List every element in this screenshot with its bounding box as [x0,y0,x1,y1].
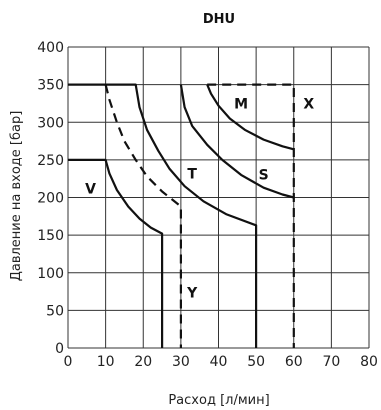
tick-labels: 0 10 20 30 40 50 60 70 80 0 50 100 150 200 250 300 350 40… [37,40,378,370]
series-group [68,83,295,348]
curve-label-m: M [234,97,248,113]
y-tick-label: 100 [37,266,64,282]
curve-labels: V Y T S M X [85,97,314,302]
y-tick-label: 150 [37,228,64,244]
y-tick-label: 350 [37,78,64,94]
x-tick-label: 20 [134,354,152,370]
x-tick-label: 70 [322,354,340,370]
chart-title: DHU [203,12,235,27]
x-tick-label: 10 [97,354,115,370]
series-line-x [207,83,295,348]
series-line-t [68,83,258,348]
series-line-s [179,84,295,199]
curve-label-v: V [85,182,96,198]
y-tick-label: 250 [37,153,64,169]
y-tick-label: 0 [55,341,64,357]
y-tick-label: 400 [37,40,64,56]
curve-label-s: S [259,167,269,183]
x-tick-label: 50 [247,354,265,370]
x-tick-label: 40 [210,354,228,370]
curve-label-t: T [187,167,197,183]
series-line-y [104,84,182,348]
x-tick-label: 80 [360,354,378,370]
curve-label-y: Y [186,286,198,302]
y-tick-label: 50 [46,303,64,319]
plot-grid [67,46,370,349]
y-tick-label: 300 [37,115,64,131]
x-tick-label: 30 [172,354,190,370]
y-tick-label: 200 [37,191,64,207]
curve-label-x: X [303,97,314,113]
x-axis-label: Расход [л/мин] [168,393,269,408]
series-line-v [68,158,164,348]
x-tick-label: 60 [285,354,303,370]
series-line-m [206,84,295,151]
y-axis-label: Давление на входе [бар] [9,111,24,282]
x-tick-label: 0 [64,354,73,370]
